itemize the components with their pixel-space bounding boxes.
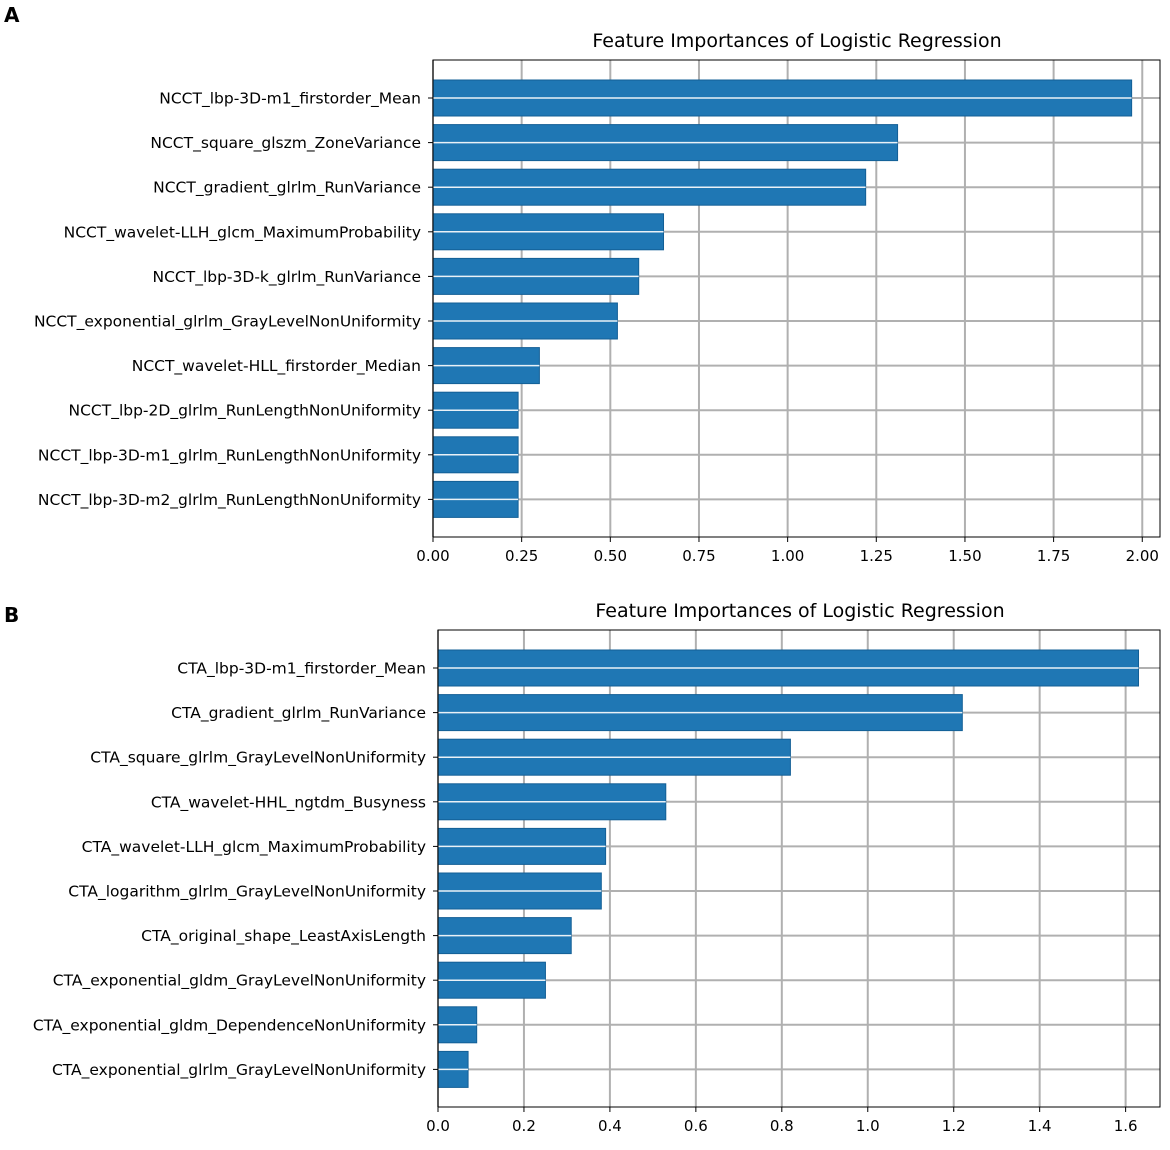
panel-a-xtick-label: 1.25 bbox=[860, 547, 893, 565]
panel-a-category-label: NCCT_exponential_glrlm_GrayLevelNonUnifo… bbox=[34, 313, 421, 332]
panel-b-xtick-label: 1.6 bbox=[1114, 1117, 1138, 1135]
panel-b-category-label: CTA_exponential_gldm_DependenceNonUnifor… bbox=[33, 1016, 426, 1035]
panel-b-bars bbox=[437, 649, 1140, 1088]
panel-b-xtick-label: 1.0 bbox=[856, 1117, 880, 1135]
panel-a-xtick-label: 0.50 bbox=[594, 547, 627, 565]
panel-a-xtick-label: 0.75 bbox=[682, 547, 715, 565]
panel-a-category-label: NCCT_lbp-3D-k_glrlm_RunVariance bbox=[152, 268, 421, 287]
panel-a-title: Feature Importances of Logistic Regressi… bbox=[592, 30, 1001, 52]
panel-b-axes-frame bbox=[437, 629, 1161, 1108]
panel-a-xtick-label: 0.00 bbox=[416, 547, 449, 565]
panel-a-category-label: NCCT_lbp-3D-m1_firstorder_Mean bbox=[159, 90, 421, 109]
panel-b-xtick-label: 0.0 bbox=[426, 1117, 450, 1135]
panel-a-xtick-label: 2.00 bbox=[1126, 547, 1159, 565]
panel-b-category-label: CTA_exponential_glrlm_GrayLevelNonUnifor… bbox=[52, 1061, 426, 1080]
panel-b-category-label: CTA_logarithm_glrlm_GrayLevelNonUniformi… bbox=[68, 883, 426, 902]
panel-a-ticks: 0.00 0.25 0.50 0.75 1.00 1.25 1.50 1.75 2.00 NCCT… bbox=[34, 90, 1159, 566]
panel-b-title: Feature Importances of Logistic Regressi… bbox=[595, 600, 1004, 622]
panel-b-xtick-label: 1.2 bbox=[942, 1117, 966, 1135]
panel-a-xtick-label: 0.25 bbox=[505, 547, 538, 565]
panel-a-category-label: NCCT_wavelet-LLH_glcm_MaximumProbability bbox=[64, 223, 421, 242]
panel-b-category-label: CTA_square_glrlm_GrayLevelNonUniformity bbox=[90, 749, 426, 768]
panel-b-category-label: CTA_lbp-3D-m1_firstorder_Mean bbox=[177, 660, 426, 679]
panel-a-category-label: NCCT_square_glszm_ZoneVariance bbox=[150, 134, 421, 153]
panel-a-category-label: NCCT_wavelet-HLL_firstorder_Median bbox=[132, 357, 421, 376]
panel-b-xtick-label: 1.4 bbox=[1028, 1117, 1052, 1135]
panel-a-category-label: NCCT_lbp-3D-m1_glrlm_RunLengthNonUniform… bbox=[38, 446, 421, 465]
panel-a-axes-frame bbox=[432, 59, 1161, 538]
panel-b-xtick-label: 0.2 bbox=[512, 1117, 536, 1135]
panel-b: B Feature Importances of Logistic Regres… bbox=[4, 600, 1161, 1136]
panel-a-category-label: NCCT_lbp-2D_glrlm_RunLengthNonUniformity bbox=[68, 402, 421, 421]
panel-b-xtick-label: 0.8 bbox=[770, 1117, 794, 1135]
panel-b-letter: B bbox=[4, 603, 19, 627]
panel-a-letter: A bbox=[4, 3, 20, 27]
panel-b-xtick-label: 0.4 bbox=[598, 1117, 622, 1135]
panel-a-xtick-label: 1.00 bbox=[771, 547, 804, 565]
panel-b-ticks: 0.0 0.2 0.4 0.6 0.8 1.0 1.2 1.4 1.6 CTA_lbp-3D-m1… bbox=[33, 660, 1138, 1136]
panel-a-bars bbox=[432, 79, 1133, 518]
panel-a: A Feature Importances of Logistic Regres… bbox=[4, 3, 1161, 566]
panel-b-category-label: CTA_gradient_glrlm_RunVariance bbox=[171, 704, 426, 723]
panel-b-category-label: CTA_wavelet-LLH_glcm_MaximumProbability bbox=[82, 838, 426, 857]
panel-b-category-label: CTA_original_shape_LeastAxisLength bbox=[141, 927, 426, 946]
panel-a-xtick-label: 1.75 bbox=[1037, 547, 1070, 565]
panel-b-category-label: CTA_wavelet-HHL_ngtdm_Busyness bbox=[151, 793, 426, 812]
panel-a-xtick-label: 1.50 bbox=[948, 547, 981, 565]
panel-b-category-label: CTA_exponential_gldm_GrayLevelNonUniform… bbox=[53, 972, 426, 991]
panel-b-xtick-label: 0.6 bbox=[684, 1117, 708, 1135]
panel-a-category-label: NCCT_gradient_glrlm_RunVariance bbox=[153, 179, 421, 198]
panel-a-category-label: NCCT_lbp-3D-m2_glrlm_RunLengthNonUniform… bbox=[38, 491, 421, 510]
